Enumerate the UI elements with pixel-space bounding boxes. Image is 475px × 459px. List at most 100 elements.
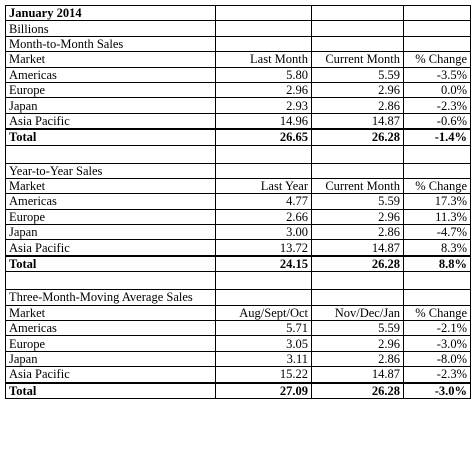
prior-value-cell: 2.66 (215, 208, 312, 226)
prior-value-cell: 3.11 (215, 350, 312, 368)
column-header: Market (5, 51, 216, 68)
market-cell: Asia Pacific (5, 239, 216, 257)
current-value-cell: 5.59 (311, 66, 404, 83)
total-prior-value-cell: 24.15 (215, 254, 312, 273)
percent-change-cell: 11.3% (403, 208, 471, 226)
market-cell: Japan (5, 97, 216, 114)
report-title: January 2014 (5, 4, 216, 22)
empty-cell (215, 271, 312, 291)
current-value-cell: 2.86 (311, 350, 404, 368)
prior-value-cell: 13.72 (215, 239, 312, 257)
prior-value-cell: 3.00 (215, 224, 312, 241)
percent-change-cell: -2.3% (403, 97, 471, 114)
table-row: Americas 5.80 5.59 -3.5% (5, 66, 471, 83)
section-title-row: Three-Month-Moving Average Sales (5, 289, 471, 306)
market-cell: Europe (5, 335, 216, 352)
market-cell: Europe (5, 208, 216, 226)
current-value-cell: 14.87 (311, 112, 404, 130)
empty-cell (311, 144, 404, 164)
prior-value-cell: 3.05 (215, 335, 312, 352)
report-title-row: January 2014 (5, 4, 471, 22)
empty-cell (403, 162, 471, 179)
empty-cell (311, 289, 404, 306)
column-header: Current Month (311, 51, 404, 68)
section-title-row: Month-to-Month Sales (5, 35, 471, 53)
column-header: Current Month (311, 177, 404, 195)
table-row: Asia Pacific 14.96 14.87 -0.6% (5, 112, 471, 130)
market-cell: Americas (5, 66, 216, 83)
empty-cell (215, 162, 312, 179)
current-value-cell: 5.59 (311, 320, 404, 337)
report-unit-row: Billions (5, 20, 471, 37)
total-prior-value-cell: 27.09 (215, 381, 312, 399)
current-value-cell: 14.87 (311, 239, 404, 257)
empty-cell (215, 289, 312, 306)
total-current-value-cell: 26.28 (311, 254, 404, 273)
column-header: Market (5, 177, 216, 195)
percent-change-cell: -2.1% (403, 320, 471, 337)
market-cell: Americas (5, 320, 216, 337)
percent-change-cell: -3.5% (403, 66, 471, 83)
empty-cell (5, 271, 216, 291)
total-prior-value-cell: 26.65 (215, 128, 312, 146)
percent-change-cell: -4.7% (403, 224, 471, 241)
total-percent-change-cell: -1.4% (403, 128, 471, 146)
section-title-row: Year-to-Year Sales (5, 162, 471, 179)
report-unit: Billions (5, 20, 216, 37)
prior-value-cell: 14.96 (215, 112, 312, 130)
total-percent-change-cell: -3.0% (403, 381, 471, 399)
table-row: Europe 2.96 2.96 0.0% (5, 81, 471, 99)
section-spacer-row (5, 144, 471, 164)
percent-change-cell: 8.3% (403, 239, 471, 257)
table-row: Asia Pacific 13.72 14.87 8.3% (5, 239, 471, 257)
column-header: Last Year (215, 177, 312, 195)
prior-value-cell: 2.96 (215, 81, 312, 99)
current-value-cell: 2.96 (311, 208, 404, 226)
total-current-value-cell: 26.28 (311, 381, 404, 399)
prior-value-cell: 5.80 (215, 66, 312, 83)
table-row: Americas 5.71 5.59 -2.1% (5, 320, 471, 337)
market-cell: Asia Pacific (5, 366, 216, 384)
total-market-cell: Total (5, 381, 216, 399)
column-header: Aug/Sept/Oct (215, 304, 312, 322)
table-row: Japan 2.93 2.86 -2.3% (5, 97, 471, 114)
column-header: % Change (403, 51, 471, 68)
table-row: Americas 4.77 5.59 17.3% (5, 193, 471, 210)
prior-value-cell: 5.71 (215, 320, 312, 337)
table-row: Japan 3.00 2.86 -4.7% (5, 224, 471, 241)
current-value-cell: 5.59 (311, 193, 404, 210)
current-value-cell: 2.86 (311, 97, 404, 114)
section-title: Month-to-Month Sales (5, 35, 216, 53)
percent-change-cell: -3.0% (403, 335, 471, 352)
market-cell: Japan (5, 224, 216, 241)
table-row: Europe 3.05 2.96 -3.0% (5, 335, 471, 352)
empty-cell (215, 144, 312, 164)
empty-cell (403, 271, 471, 291)
percent-change-cell: 17.3% (403, 193, 471, 210)
market-cell: Japan (5, 350, 216, 368)
column-header: Last Month (215, 51, 312, 68)
current-value-cell: 14.87 (311, 366, 404, 384)
section-title: Year-to-Year Sales (5, 162, 216, 179)
empty-cell (403, 144, 471, 164)
prior-value-cell: 2.93 (215, 97, 312, 114)
column-header: Nov/Dec/Jan (311, 304, 404, 322)
total-market-cell: Total (5, 128, 216, 146)
sales-report-table: January 2014 Billions Month-to-Month Sal… (5, 4, 471, 399)
column-header-row: Market Last Year Current Month% Change (5, 177, 471, 195)
percent-change-cell: 0.0% (403, 81, 471, 99)
table-row: Japan 3.11 2.86 -8.0% (5, 350, 471, 368)
percent-change-cell: -0.6% (403, 112, 471, 130)
column-header-row: Market Aug/Sept/Oct Nov/Dec/Jan% Change (5, 304, 471, 322)
empty-cell (403, 289, 471, 306)
empty-cell (311, 35, 404, 53)
prior-value-cell: 15.22 (215, 366, 312, 384)
percent-change-cell: -8.0% (403, 350, 471, 368)
current-value-cell: 2.96 (311, 335, 404, 352)
total-row: Total 24.15 26.28 8.8% (5, 254, 471, 273)
total-market-cell: Total (5, 254, 216, 273)
column-header-row: Market Last Month Current Month% Change (5, 51, 471, 68)
total-row: Total 26.65 26.28 -1.4% (5, 128, 471, 146)
total-current-value-cell: 26.28 (311, 128, 404, 146)
section-title: Three-Month-Moving Average Sales (5, 289, 216, 306)
